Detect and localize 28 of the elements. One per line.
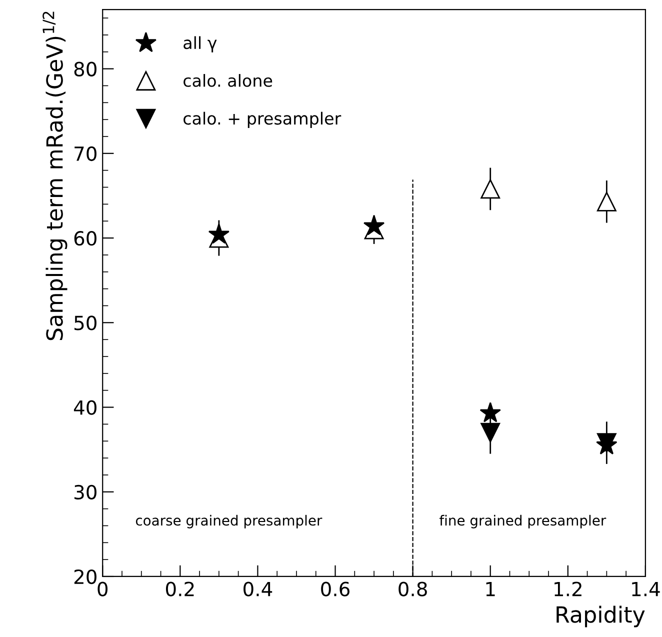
y-tick-label: 40 — [74, 400, 96, 415]
legend-label: all γ — [184, 36, 217, 52]
annotation: coarse grained presampler — [136, 514, 322, 528]
x-tick-label: 0 — [98, 582, 108, 596]
x-tick-label: 1.2 — [554, 582, 582, 596]
point — [363, 215, 385, 236]
point — [596, 192, 616, 212]
x-tick-label: 0.6 — [321, 582, 350, 596]
y-tick-label: 80 — [74, 62, 96, 76]
x-tick-label: 1 — [486, 582, 495, 596]
x-tick-label: 1.4 — [632, 582, 660, 596]
point — [208, 224, 230, 244]
legend-label: calo. alone — [184, 74, 272, 87]
y-tick-label: 70 — [74, 146, 96, 162]
point — [480, 402, 501, 422]
x-axis-title: Rapidity — [556, 606, 645, 628]
y-axis-title: Sampling term mRad.(GeV)$^{1/2}$ — [42, 12, 68, 340]
annotation: fine grained presampler — [439, 514, 606, 528]
y-tick-label: 20 — [74, 569, 96, 584]
x-tick-label: 0.8 — [398, 582, 427, 596]
legend-label: calo. + presampler — [184, 112, 342, 128]
y-tick-label: 50 — [74, 316, 96, 330]
y-tick-label: 60 — [74, 230, 96, 246]
x-tick-label: 0.2 — [166, 582, 194, 596]
point — [480, 422, 500, 442]
x-tick-label: 0.4 — [244, 582, 272, 596]
y-tick-label: 30 — [74, 484, 96, 500]
point — [480, 179, 500, 199]
